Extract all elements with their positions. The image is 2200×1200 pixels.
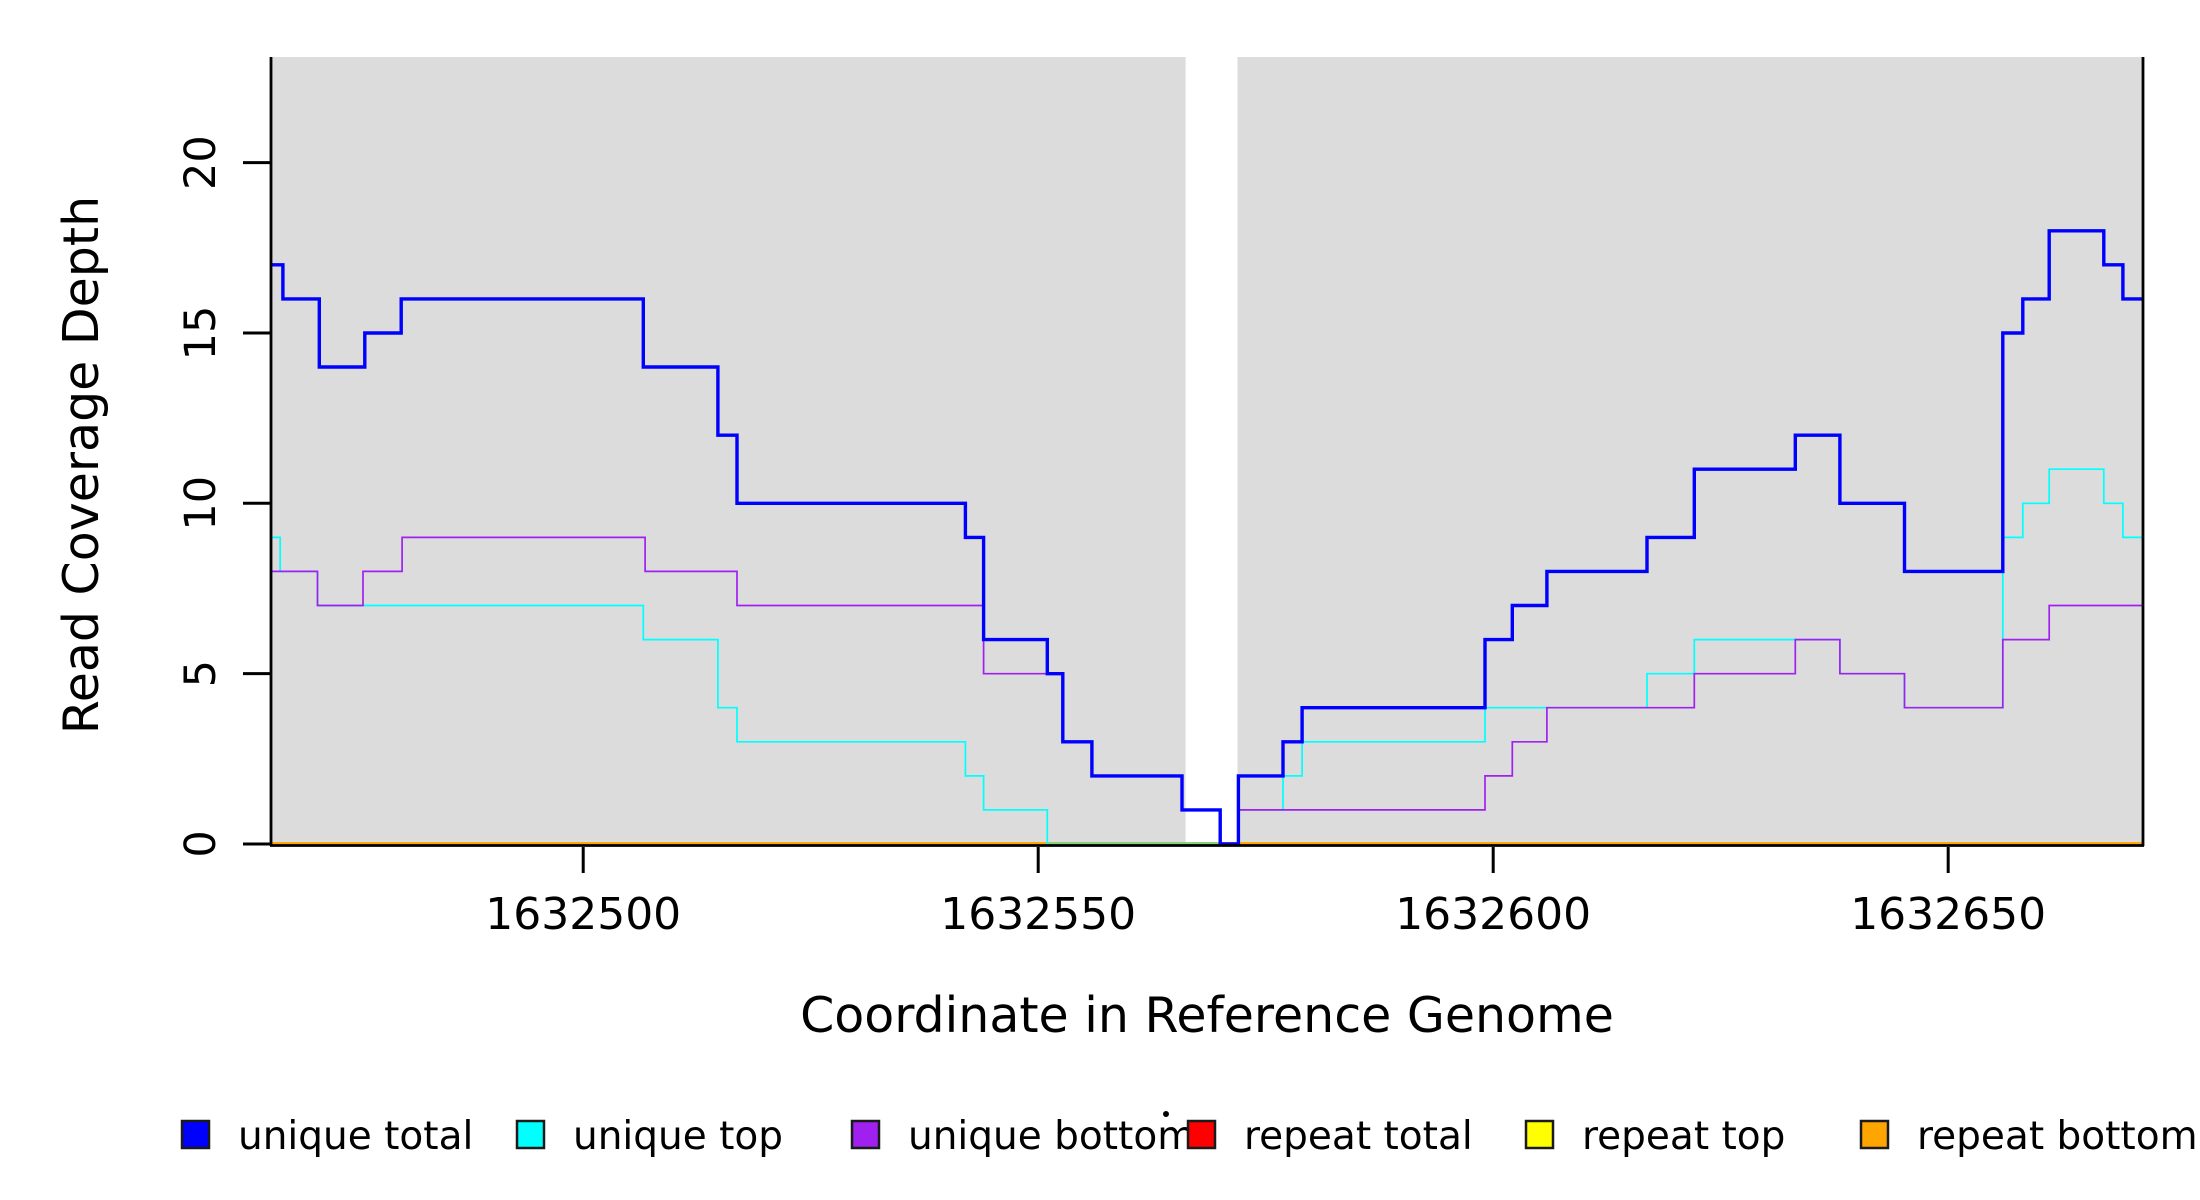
- x-axis-title: Coordinate in Reference Genome: [800, 987, 1614, 1044]
- legend-label: unique top: [573, 1114, 783, 1159]
- legend-label: repeat bottom: [1917, 1114, 2198, 1159]
- x-tick-label: 1632500: [485, 889, 681, 940]
- legend-swatch-icon: [1524, 1119, 1555, 1150]
- legend-swatch-icon: [1186, 1119, 1217, 1150]
- y-tick-label: 10: [176, 476, 226, 531]
- legend-item: unique bottom: [850, 1114, 1195, 1159]
- x-tick-label: 1632600: [1395, 889, 1591, 940]
- chart-legend: unique total unique top unique bottom repea…: [180, 1111, 2198, 1159]
- x-tick-label: 1632550: [940, 889, 1136, 940]
- legend-label: repeat total: [1244, 1114, 1473, 1159]
- legend-item: repeat total: [1186, 1114, 1473, 1159]
- chart-tick-labels: 1632500 1632550 1632600 1632650 0 5 10 15 20: [176, 135, 2046, 940]
- shaded-region: [1237, 57, 2142, 845]
- stray-dot-artifact: [1163, 1111, 1169, 1117]
- y-tick-label: 20: [176, 135, 226, 190]
- series-line-unique-top: [272, 468, 2142, 845]
- legend-label: repeat top: [1582, 1114, 1785, 1159]
- chart-series-lines: [272, 229, 2142, 846]
- shaded-genome-panels: [272, 57, 2142, 845]
- legend-label: unique total: [238, 1114, 473, 1159]
- shaded-region: [272, 57, 1186, 845]
- y-axis-title: Read Coverage Depth: [53, 196, 110, 734]
- chart-axes: [243, 57, 2145, 873]
- legend-item: repeat bottom: [1859, 1114, 2198, 1159]
- legend-swatch-icon: [515, 1119, 546, 1150]
- series-line-unique-total: [272, 229, 2142, 846]
- legend-item: unique total: [180, 1114, 473, 1159]
- legend-item: unique top: [515, 1114, 783, 1159]
- legend-item: repeat top: [1524, 1114, 1785, 1159]
- x-tick-label: 1632650: [1850, 889, 2046, 940]
- y-tick-label: 15: [176, 306, 226, 361]
- y-tick-label: 0: [176, 830, 226, 857]
- legend-swatch-icon: [850, 1119, 881, 1150]
- legend-label: unique bottom: [908, 1114, 1195, 1159]
- y-tick-label: 5: [176, 660, 226, 687]
- legend-swatch-icon: [1859, 1119, 1890, 1150]
- legend-swatch-icon: [180, 1119, 211, 1150]
